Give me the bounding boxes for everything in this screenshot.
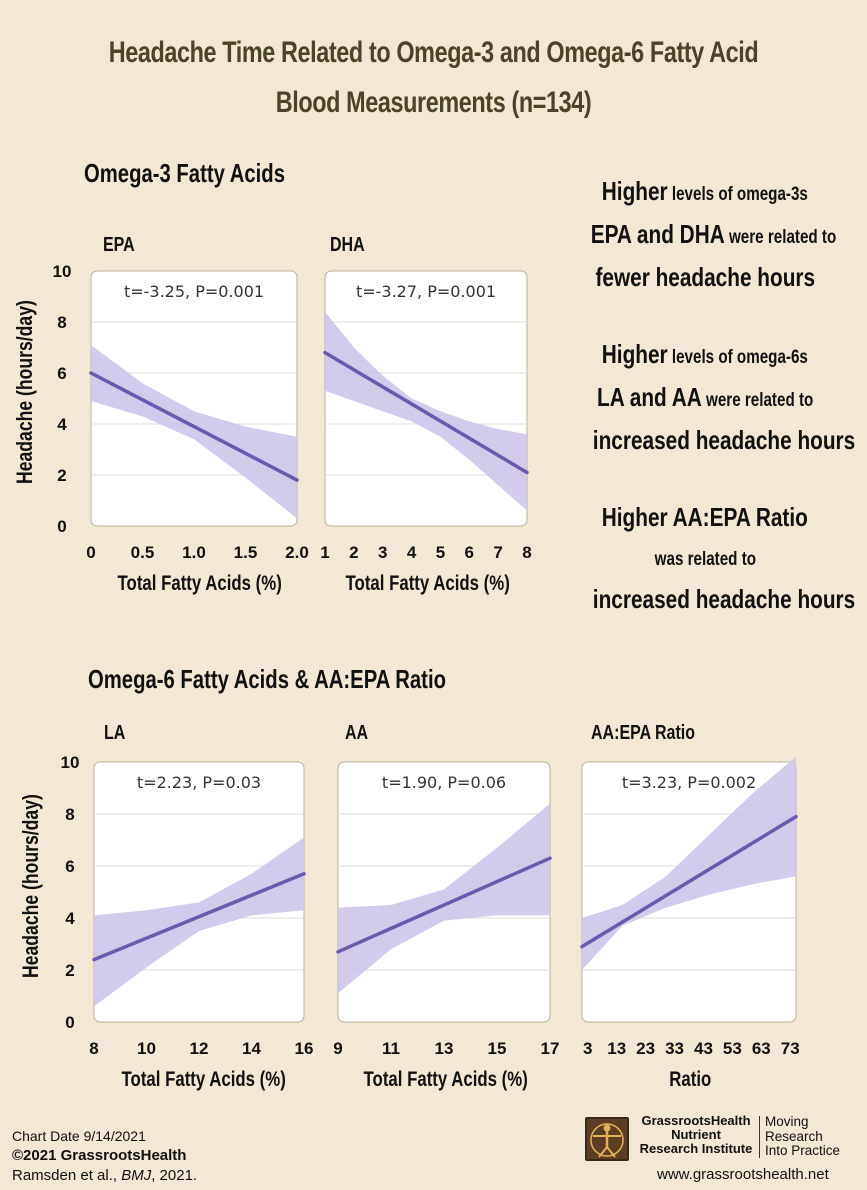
x-tick-label-aa-epa-ratio: 23 [636,1039,655,1058]
y-tick-label-la: 8 [65,805,74,824]
x-tick-label-aa-epa-ratio: 53 [723,1039,742,1058]
section-omega3-heading: Omega-3 Fatty Acids [84,158,285,188]
title-line-2: Blood Measurements (n=134) [275,86,592,119]
footer-left: Chart Date 9/14/2021 ©2021 GrassrootsHea… [12,1126,197,1186]
note-omega3-e: fewer headache hours [595,262,815,292]
confidence-band-epa [91,345,297,519]
note-omega3: Higher levels of omega-3s EPA and DHA we… [560,172,850,301]
regression-line-la [92,872,306,962]
y-tick-label-la: 2 [65,961,74,980]
findings-notes: Higher levels of omega-3s EPA and DHA we… [560,172,856,657]
x-tick-label-la: 16 [295,1039,314,1058]
x-tick-label-dha: 1 [320,543,329,562]
y-tick-label-la: 0 [65,1013,74,1032]
stat-label-la: t=2.23, P=0.03 [137,773,261,792]
y-tick-label-epa: 10 [53,262,72,281]
confidence-band-aa [338,803,550,994]
x-axis-label-epa: Total Fatty Acids (%) [117,572,283,595]
x-tick-label-epa: 0.5 [131,543,155,562]
x-tick-label-dha: 3 [378,543,387,562]
stat-label-aa-epa-ratio: t=3.23, P=0.002 [622,773,756,792]
x-tick-label-aa: 11 [382,1039,400,1058]
note-ratio-a: Higher AA:EPA Ratio [601,502,809,532]
title-line-1: Headache Time Related to Omega-3 and Ome… [108,36,759,69]
stat-label-aa: t=1.90, P=0.06 [382,773,506,792]
x-tick-label-aa-epa-ratio: 33 [665,1039,684,1058]
x-tick-label-dha: 6 [465,543,474,562]
x-tick-label-dha: 5 [436,543,445,562]
regression-line-epa [89,371,299,482]
citation: Ramsden et al., BMJ, 2021. [12,1167,198,1184]
section-omega6-heading: Omega-6 Fatty Acids & AA:EPA Ratio [88,664,446,694]
x-tick-label-aa: 13 [435,1039,454,1058]
note-omega6-b: levels of omega-6s [667,347,809,368]
note-omega3-c: EPA and DHA [590,219,725,249]
x-tick-label-epa: 2.0 [285,543,309,562]
panel-label-aa: AA [345,722,369,744]
website-url: www.grassrootshealth.net [657,1166,829,1183]
panel-label-dha: DHA [330,234,365,256]
x-axis-label-ratio: Ratio [669,1068,711,1091]
confidence-band-la [94,837,304,1007]
note-ratio: Higher AA:EPA Ratio was related to incre… [560,498,855,623]
x-tick-label-aa: 9 [333,1039,342,1058]
page-title: Headache Time Related to Omega-3 and Ome… [0,28,867,128]
note-ratio-c: increased headache hours [592,584,856,614]
footer-divider [759,1116,760,1158]
tagline: Moving Research Into Practice [765,1114,841,1158]
x-tick-label-dha: 8 [522,543,531,562]
panel-label-ratio: AA:EPA Ratio [591,722,695,744]
confidence-band-aa-epa-ratio [582,756,796,970]
x-tick-label-dha: 7 [493,543,502,562]
copyright: ©2021 GrassrootsHealth [12,1147,187,1164]
chart-date: Chart Date 9/14/2021 [12,1128,146,1144]
x-tick-label-epa: 0 [86,543,95,562]
panel-label-epa: EPA [103,234,135,256]
y-tick-label-la: 10 [61,753,80,772]
y-tick-label-epa: 0 [57,517,66,536]
regression-line-dha [323,350,529,475]
org-name: GrassrootsHealth Nutrient Research Insti… [639,1113,753,1156]
y-tick-label-epa: 4 [57,415,67,434]
stat-label-dha: t=-3.27, P=0.001 [356,282,496,301]
x-tick-label-dha: 4 [407,543,417,562]
x-tick-label-aa-epa-ratio: 3 [583,1039,592,1058]
note-omega6-d: were related to [701,390,814,411]
x-tick-label-aa: 17 [541,1039,560,1058]
x-axis-label-aa: Total Fatty Acids (%) [363,1068,529,1091]
note-omega6-e: increased headache hours [592,425,856,455]
note-omega3-a: Higher [601,176,668,206]
x-tick-label-la: 10 [137,1039,156,1058]
note-ratio-b: was related to [654,549,756,570]
x-tick-label-aa: 15 [488,1039,507,1058]
x-tick-label-aa-epa-ratio: 13 [607,1039,626,1058]
note-omega3-d: were related to [724,227,837,248]
panel-label-la: LA [104,722,126,744]
note-omega6: Higher levels of omega-6s LA and AA were… [560,335,855,464]
x-tick-label-aa-epa-ratio: 73 [781,1039,800,1058]
x-tick-label-dha: 2 [349,543,358,562]
x-axis-label-la: Total Fatty Acids (%) [121,1068,287,1091]
x-tick-label-la: 8 [89,1039,98,1058]
note-omega3-b: levels of omega-3s [667,184,809,205]
y-tick-label-epa: 8 [57,313,66,332]
y-tick-label-la: 6 [65,857,74,876]
x-tick-label-aa-epa-ratio: 43 [694,1039,713,1058]
y-tick-label-epa: 2 [57,466,66,485]
x-tick-label-aa-epa-ratio: 63 [752,1039,771,1058]
x-tick-label-la: 14 [242,1039,261,1058]
x-tick-label-epa: 1.0 [182,543,206,562]
x-tick-label-epa: 1.5 [234,543,258,562]
regression-line-aa-epa-ratio [580,814,798,949]
stat-label-epa: t=-3.25, P=0.001 [124,282,264,301]
x-tick-label-la: 12 [190,1039,209,1058]
y-tick-label-la: 4 [65,909,75,928]
note-omega6-a: Higher [601,339,668,369]
vitruvian-logo-icon [585,1117,629,1161]
regression-line-aa [336,856,552,954]
x-axis-label-dha: Total Fatty Acids (%) [345,572,511,595]
y-tick-label-epa: 6 [57,364,66,383]
note-omega6-c: LA and AA [596,382,702,412]
